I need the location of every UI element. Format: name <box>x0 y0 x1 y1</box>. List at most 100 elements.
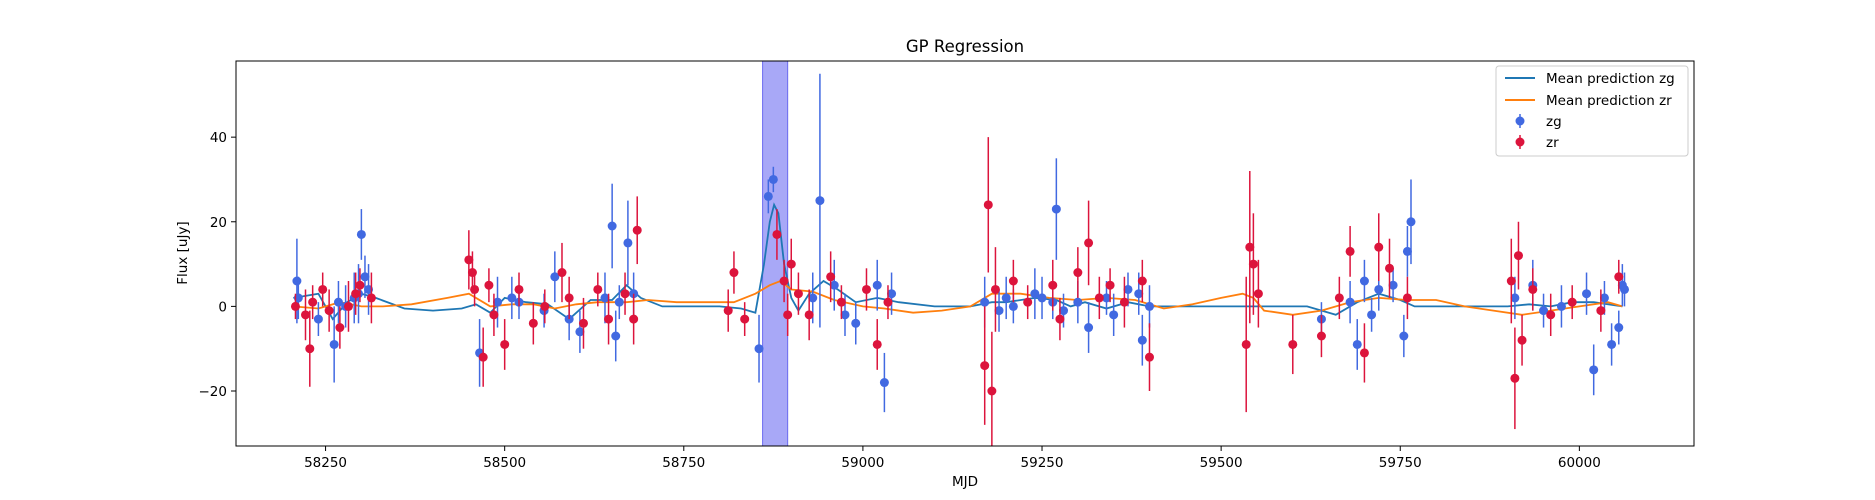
marker-zr <box>983 200 993 210</box>
point-zg <box>1345 281 1355 324</box>
marker-zr <box>1119 297 1129 307</box>
marker-zr <box>1510 373 1520 383</box>
point-zr <box>990 247 1000 332</box>
point-zr <box>632 196 642 265</box>
point-zg <box>1144 285 1154 328</box>
marker-zg <box>1144 301 1154 311</box>
marker-zg <box>1001 293 1011 303</box>
mean-line-zg <box>293 202 1623 321</box>
marker-zg <box>333 297 343 307</box>
marker-zg <box>611 331 621 341</box>
marker-zr <box>804 310 814 320</box>
point-zr <box>1137 259 1147 303</box>
x-tick-label: 59250 <box>1021 455 1064 471</box>
point-zr <box>804 289 814 341</box>
marker-zg <box>1102 293 1112 303</box>
marker-zr <box>1137 276 1147 286</box>
point-zg <box>872 259 882 311</box>
marker-zg <box>1123 284 1133 294</box>
marker-zg <box>493 297 503 307</box>
marker-zg <box>600 293 610 303</box>
marker-zr <box>1008 276 1018 286</box>
point-zr <box>593 272 603 307</box>
point-zr <box>1614 259 1624 294</box>
marker-zr <box>836 297 846 307</box>
marker-zr <box>987 386 997 396</box>
marker-zr <box>1385 263 1395 273</box>
marker-zg <box>1399 331 1409 341</box>
point-zg <box>493 276 503 328</box>
point-zr <box>343 281 353 332</box>
point-zr <box>629 293 639 345</box>
marker-zr <box>305 344 315 354</box>
point-zr <box>1316 314 1326 358</box>
marker-zg <box>1406 217 1416 227</box>
marker-zr <box>528 318 538 328</box>
marker-zg <box>1589 365 1599 375</box>
point-zr <box>366 272 376 324</box>
point-zr <box>1055 297 1065 341</box>
point-zr <box>1359 323 1369 383</box>
marker-zg <box>1084 323 1094 333</box>
point-zr <box>1334 276 1344 320</box>
point-zr <box>1073 247 1083 298</box>
marker-zg <box>1345 297 1355 307</box>
x-axis-label: MJD <box>952 474 978 490</box>
marker-zg <box>507 293 517 303</box>
marker-zr <box>1374 242 1384 252</box>
x-tick-label: 59000 <box>841 455 884 471</box>
x-tick-label: 60000 <box>1558 455 1601 471</box>
point-zr <box>1596 289 1606 332</box>
marker-zg <box>763 191 773 201</box>
marker-zr <box>779 276 789 286</box>
point-zg <box>1589 344 1599 396</box>
point-zr <box>464 230 474 290</box>
marker-zr <box>478 352 488 362</box>
point-zr <box>355 268 365 303</box>
marker-zr <box>470 284 480 294</box>
marker-zg <box>614 297 624 307</box>
marker-zr <box>1528 284 1538 294</box>
marker-zr <box>300 310 310 320</box>
marker-zg <box>356 229 366 239</box>
point-zg <box>1620 272 1630 307</box>
marker-zr <box>632 225 642 235</box>
marker-zg <box>1614 323 1624 333</box>
marker-zg <box>808 293 818 303</box>
marker-zr <box>557 268 567 278</box>
y-axis-label: Flux [uJy] <box>175 221 191 284</box>
point-zr <box>351 272 361 315</box>
point-zr <box>861 268 871 311</box>
marker-zr <box>1253 289 1263 299</box>
point-zr <box>1253 259 1263 328</box>
marker-zg <box>1582 289 1592 299</box>
point-zr <box>983 137 993 273</box>
marker-zg <box>829 280 839 290</box>
point-zr <box>300 289 310 341</box>
x-tick-label: 59750 <box>1379 455 1422 471</box>
legend-label-zr: zr <box>1546 135 1559 151</box>
marker-zg <box>1008 301 1018 311</box>
marker-zr <box>578 318 588 328</box>
point-zr <box>470 272 480 307</box>
point-zg <box>1406 179 1416 265</box>
point-zr <box>620 272 630 315</box>
point-zr <box>514 272 524 307</box>
marker-zr <box>826 272 836 282</box>
point-zr <box>1506 238 1516 324</box>
x-tick-label: 58750 <box>662 455 705 471</box>
point-zg <box>623 200 633 286</box>
marker-zr <box>1094 293 1104 303</box>
point-zr <box>772 209 782 260</box>
point-zg <box>851 302 861 345</box>
marker-zg <box>1059 306 1069 316</box>
marker-zr <box>783 310 793 320</box>
point-zg <box>1402 226 1412 277</box>
legend-marker-zr <box>1515 137 1525 147</box>
y-tick-label: 40 <box>210 130 227 146</box>
point-zr <box>793 272 803 315</box>
point-zr <box>980 306 990 425</box>
marker-zr <box>1614 272 1624 282</box>
marker-zg <box>623 238 633 248</box>
y-tick-label: −20 <box>199 384 228 400</box>
